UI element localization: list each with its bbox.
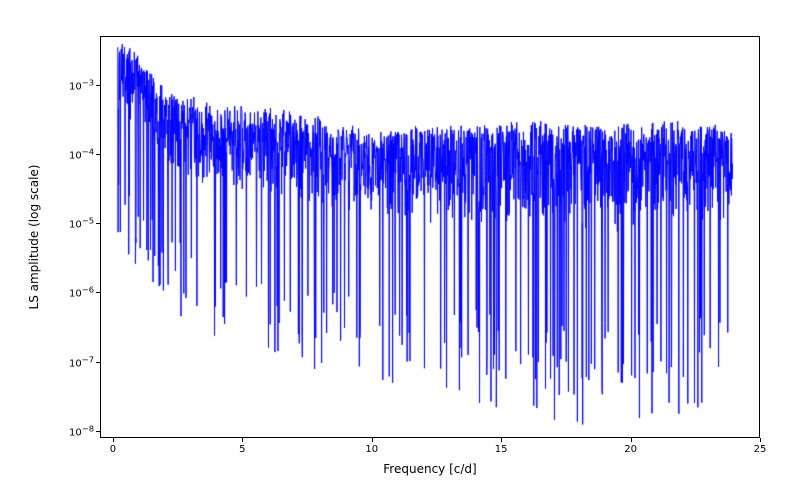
x-tick-label: 0 xyxy=(110,444,116,455)
y-tick-mark xyxy=(96,223,100,224)
y-tick-label: 10−7 xyxy=(69,354,94,369)
plot-canvas xyxy=(101,37,761,439)
y-axis-label: LS amplitude (log scale) xyxy=(27,165,41,310)
plot-area xyxy=(100,36,760,438)
y-tick-mark xyxy=(96,154,100,155)
x-axis-label: Frequency [c/d] xyxy=(383,462,476,476)
y-tick-label: 10−6 xyxy=(69,285,94,300)
periodogram-chart: Frequency [c/d] LS amplitude (log scale)… xyxy=(0,0,800,500)
x-tick-label: 10 xyxy=(365,444,378,455)
x-tick-mark xyxy=(113,438,114,442)
y-tick-mark xyxy=(96,362,100,363)
x-tick-label: 25 xyxy=(754,444,767,455)
y-tick-label: 10−4 xyxy=(69,146,94,161)
x-tick-label: 5 xyxy=(239,444,245,455)
x-tick-mark xyxy=(631,438,632,442)
x-tick-mark xyxy=(760,438,761,442)
y-tick-label: 10−8 xyxy=(69,423,94,438)
x-tick-mark xyxy=(372,438,373,442)
y-tick-mark xyxy=(96,431,100,432)
y-tick-label: 10−5 xyxy=(69,215,94,230)
x-tick-label: 20 xyxy=(624,444,637,455)
y-tick-label: 10−3 xyxy=(69,77,94,92)
x-tick-mark xyxy=(242,438,243,442)
y-tick-mark xyxy=(96,292,100,293)
x-tick-mark xyxy=(501,438,502,442)
y-tick-mark xyxy=(96,85,100,86)
x-tick-label: 15 xyxy=(495,444,508,455)
